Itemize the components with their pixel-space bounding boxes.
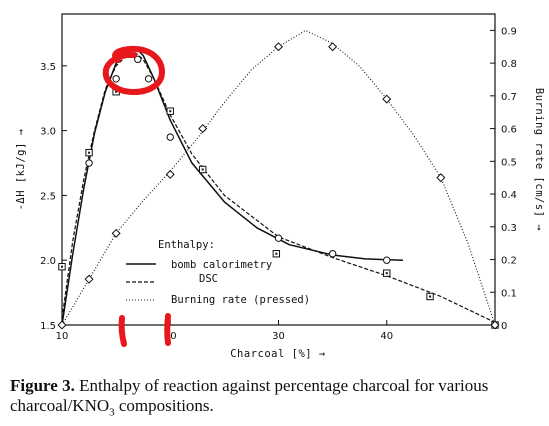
point-dsc-center (61, 265, 63, 268)
point-dsc-center (115, 90, 118, 93)
point-dsc-center (169, 110, 172, 113)
y-right-tick-label: 0.7 (501, 92, 517, 103)
y-right-tick-label: 0.8 (501, 59, 517, 70)
red-circle-annotation (102, 45, 166, 96)
legend-title: Enthalpy: (158, 239, 215, 251)
point-burning-rate (382, 94, 392, 104)
enthalpy-burning-rate-chart: 10 20 30 401.52.02.53.03.500.10.20.30.40.50… (15, 13, 545, 360)
point-burning-rate (165, 169, 175, 179)
point-bomb-calorimetry (274, 234, 283, 242)
point-dsc-center (385, 272, 388, 275)
point-bomb-calorimetry (383, 256, 391, 264)
point-burning-rate (436, 173, 446, 183)
figure-caption: Figure 3. Enthalpy of reaction against p… (10, 376, 545, 422)
point-burning-rate (273, 42, 284, 52)
chart-legend: Enthalpy: bomb calorimetry DSC Burning r… (126, 239, 310, 306)
point-dsc-center (275, 252, 278, 255)
point-dsc-center (429, 295, 432, 298)
y-left-tick-label: 1.5 (40, 321, 56, 332)
figure-label: Figure 3. (10, 376, 75, 395)
point-bomb-calorimetry (112, 75, 120, 83)
y-left-tick-label: 2.0 (40, 256, 56, 267)
caption-line1: Enthalpy of reaction against percentage … (79, 376, 489, 395)
legend-label-burning: Burning rate (pressed) (171, 294, 310, 306)
y-right-tick-label: 0.9 (501, 26, 517, 37)
caption-line2: charcoal/KNO (10, 396, 110, 415)
curve-burning-rate-pressed (61, 29, 496, 326)
y-right-tick-label: 0.5 (501, 157, 517, 168)
x-tick-label: 10 (56, 331, 69, 342)
plot-frame (61, 13, 496, 326)
curve-dsc (61, 52, 496, 323)
point-burning-rate (84, 274, 94, 284)
y-right-tick-label: 0.6 (501, 125, 517, 136)
y-right-tick-label: 0 (501, 321, 507, 332)
legend-label-bomb: bomb calorimetry (171, 259, 272, 271)
y-right-tick-label: 0.3 (501, 223, 517, 234)
y-right-axis-title: Burning rate [cm/s] → (533, 88, 545, 231)
point-burning-rate (57, 320, 67, 330)
point-bomb-calorimetry (144, 75, 153, 83)
point-dsc-center (201, 168, 204, 171)
curve-bomb-calorimetry (61, 46, 404, 326)
caption-tail: compositions. (114, 396, 214, 415)
point-bomb-calorimetry (85, 159, 93, 167)
point-bomb-calorimetry (134, 55, 142, 64)
y-right-tick-label: 0.2 (501, 256, 517, 267)
y-left-tick-label: 3.0 (40, 127, 56, 138)
y-right-tick-label: 0.4 (501, 190, 517, 201)
red-tick-mark-1 (118, 315, 127, 347)
y-right-tick-label: 0.1 (501, 288, 517, 299)
red-tick-mark-2 (164, 313, 171, 346)
x-tick-label: 40 (380, 331, 393, 342)
y-left-axis-title: -ΔH [kJ/g] → (15, 129, 27, 211)
chart-axes: 10 20 30 401.52.02.53.03.500.10.20.30.40.50… (15, 13, 545, 360)
point-burning-rate (198, 124, 208, 134)
red-annotations (102, 45, 171, 347)
point-bomb-calorimetry (166, 133, 174, 141)
chart-markers (57, 42, 500, 330)
y-left-tick-label: 2.5 (40, 191, 56, 202)
chart-curves (61, 29, 496, 326)
legend-label-dsc: DSC (199, 273, 218, 285)
point-burning-rate (328, 42, 338, 52)
point-bomb-calorimetry (328, 250, 337, 258)
caption-subscript: 3 (109, 406, 115, 419)
point-dsc-center (88, 151, 91, 154)
point-burning-rate (111, 228, 121, 238)
point-burning-rate (490, 320, 500, 330)
x-tick-label: 30 (272, 331, 285, 342)
y-left-tick-label: 3.5 (40, 62, 56, 73)
x-axis-title: Charcoal [%] → (230, 348, 326, 360)
